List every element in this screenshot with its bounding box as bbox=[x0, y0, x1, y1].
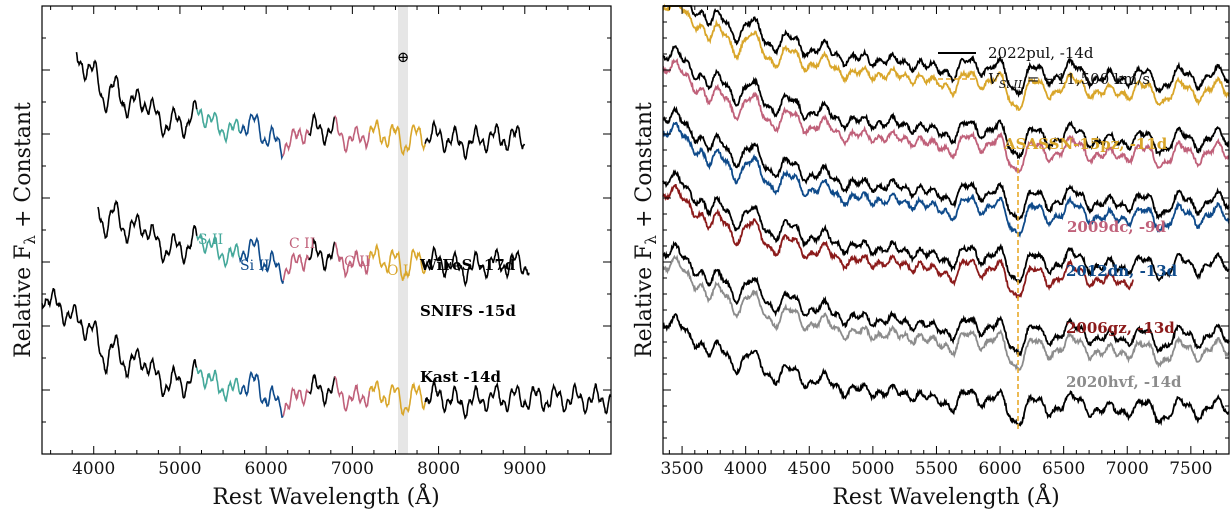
spectrum-segment-snifs bbox=[334, 242, 370, 279]
x-tick-label: 7500 bbox=[1169, 459, 1212, 479]
x-tick-label: 6500 bbox=[1042, 459, 1085, 479]
spectrum-2022pul bbox=[662, 169, 1230, 284]
left-plot-area bbox=[41, 51, 612, 420]
spectrum-segment-wifes bbox=[424, 118, 526, 161]
spectrum-2022pul bbox=[662, 312, 1230, 427]
x-tick-label: 4000 bbox=[72, 459, 115, 479]
spectrum-segment-snifs bbox=[282, 252, 310, 281]
right-panel: 3500 4000 4500 5000 5500 6000 6500 7000 7500 202… bbox=[632, 3, 1230, 510]
spectrum-segment-wifes bbox=[334, 115, 371, 154]
spectrum-segment-snifs bbox=[239, 236, 284, 284]
ion-si2: Si II bbox=[240, 258, 270, 274]
x-tick-label: 3500 bbox=[660, 459, 703, 479]
spectrum-segment-kast bbox=[424, 378, 612, 420]
spectrum-asassn-15pz bbox=[662, 3, 1230, 112]
spectrum-segment-snifs bbox=[424, 245, 530, 288]
label-snifs: SNIFS -15d bbox=[420, 302, 516, 320]
right-y-axis-label: Relative Fλ + Constant bbox=[632, 102, 660, 358]
spectrum-segment-wifes bbox=[196, 107, 241, 145]
spectrum-2022pul bbox=[662, 240, 1230, 357]
spectrum-2020hvf bbox=[662, 254, 1230, 371]
spectrum-segment-kast bbox=[368, 379, 427, 417]
spectrum-2009dc bbox=[662, 58, 1230, 175]
ion-o1: O I bbox=[387, 263, 408, 279]
spectrum-segment-kast bbox=[195, 367, 241, 403]
spectrum-segment-wifes bbox=[75, 51, 198, 139]
left-x-axis-label: Rest Wavelength (Å) bbox=[212, 482, 439, 510]
spectrum-2022pul bbox=[662, 105, 1230, 221]
spectrum-segment-wifes bbox=[368, 118, 426, 157]
spectrum-segment-wifes bbox=[239, 112, 284, 161]
left-ticks: 4000 5000 6000 7000 8000 9000 bbox=[42, 5, 611, 479]
spectrum-segment-kast bbox=[282, 386, 310, 417]
x-tick-label: 5000 bbox=[851, 459, 894, 479]
ion-c2-b: C II bbox=[344, 254, 370, 270]
spectrum-segment-snifs bbox=[308, 237, 336, 273]
spectrum-2006gz bbox=[662, 183, 1134, 301]
spectrum-segment-kast bbox=[41, 287, 198, 399]
spectrum-2022pul bbox=[662, 44, 1230, 160]
x-tick-label: 7000 bbox=[1106, 459, 1149, 479]
label-wifes: WiFeS -17d bbox=[419, 256, 516, 274]
left-panel: 4000 5000 6000 7000 8000 9000 ⊕ WiFeS -17d SN… bbox=[11, 5, 612, 510]
x-tick-label: 5000 bbox=[158, 459, 201, 479]
spectrum-segment-snifs bbox=[368, 242, 427, 281]
right-ticks: 3500 4000 4500 5000 5500 6000 6500 7000 7500 bbox=[660, 5, 1230, 479]
right-x-axis-label: Rest Wavelength (Å) bbox=[832, 482, 1059, 510]
label-kast: Kast -14d bbox=[420, 368, 501, 386]
legend-label-velocity: VSi II = −11,500 km/s bbox=[988, 70, 1150, 91]
label-2006gz: 2006gz, -13d bbox=[1066, 319, 1175, 337]
label-asassn15pz: ASASSN-15pz, -11d bbox=[1003, 135, 1168, 153]
telluric-band bbox=[398, 6, 408, 454]
legend: 2022pul, -14d VSi II = −11,500 km/s bbox=[938, 44, 1150, 91]
legend-label-2022pul: 2022pul, -14d bbox=[988, 44, 1094, 62]
spectrum-segment-kast bbox=[239, 370, 284, 418]
telluric-symbol: ⊕ bbox=[397, 48, 410, 66]
spectrum-segment-snifs bbox=[196, 233, 241, 269]
spectrum-segment-wifes bbox=[308, 111, 336, 147]
label-2012dn: 2012dn, -13d bbox=[1066, 262, 1178, 280]
spectrum-segment-kast bbox=[334, 376, 371, 412]
ion-s2: S II bbox=[198, 232, 223, 248]
x-tick-label: 9000 bbox=[503, 459, 546, 479]
left-y-axis-label: Relative Fλ + Constant bbox=[11, 102, 39, 358]
spectrum-segment-wifes bbox=[282, 126, 310, 157]
x-tick-label: 4500 bbox=[788, 459, 831, 479]
spectrum-2012dn bbox=[662, 121, 1230, 238]
spectrum-segment-kast bbox=[308, 373, 336, 409]
x-tick-label: 5500 bbox=[915, 459, 958, 479]
ion-c2-a: C II bbox=[289, 236, 315, 252]
label-2020hvf: 2020hvf, -14d bbox=[1066, 373, 1182, 391]
x-tick-label: 6000 bbox=[245, 459, 288, 479]
label-2009dc: 2009dc, -9d bbox=[1067, 218, 1166, 236]
x-tick-label: 8000 bbox=[417, 459, 460, 479]
x-tick-label: 6000 bbox=[978, 459, 1021, 479]
left-axes-frame bbox=[41, 5, 612, 455]
right-plot-area bbox=[662, 3, 1230, 427]
spectrum-segment-snifs bbox=[97, 199, 198, 266]
x-tick-label: 4000 bbox=[724, 459, 767, 479]
x-tick-label: 7000 bbox=[331, 459, 374, 479]
spectrum-2022pul bbox=[663, 5, 1230, 98]
